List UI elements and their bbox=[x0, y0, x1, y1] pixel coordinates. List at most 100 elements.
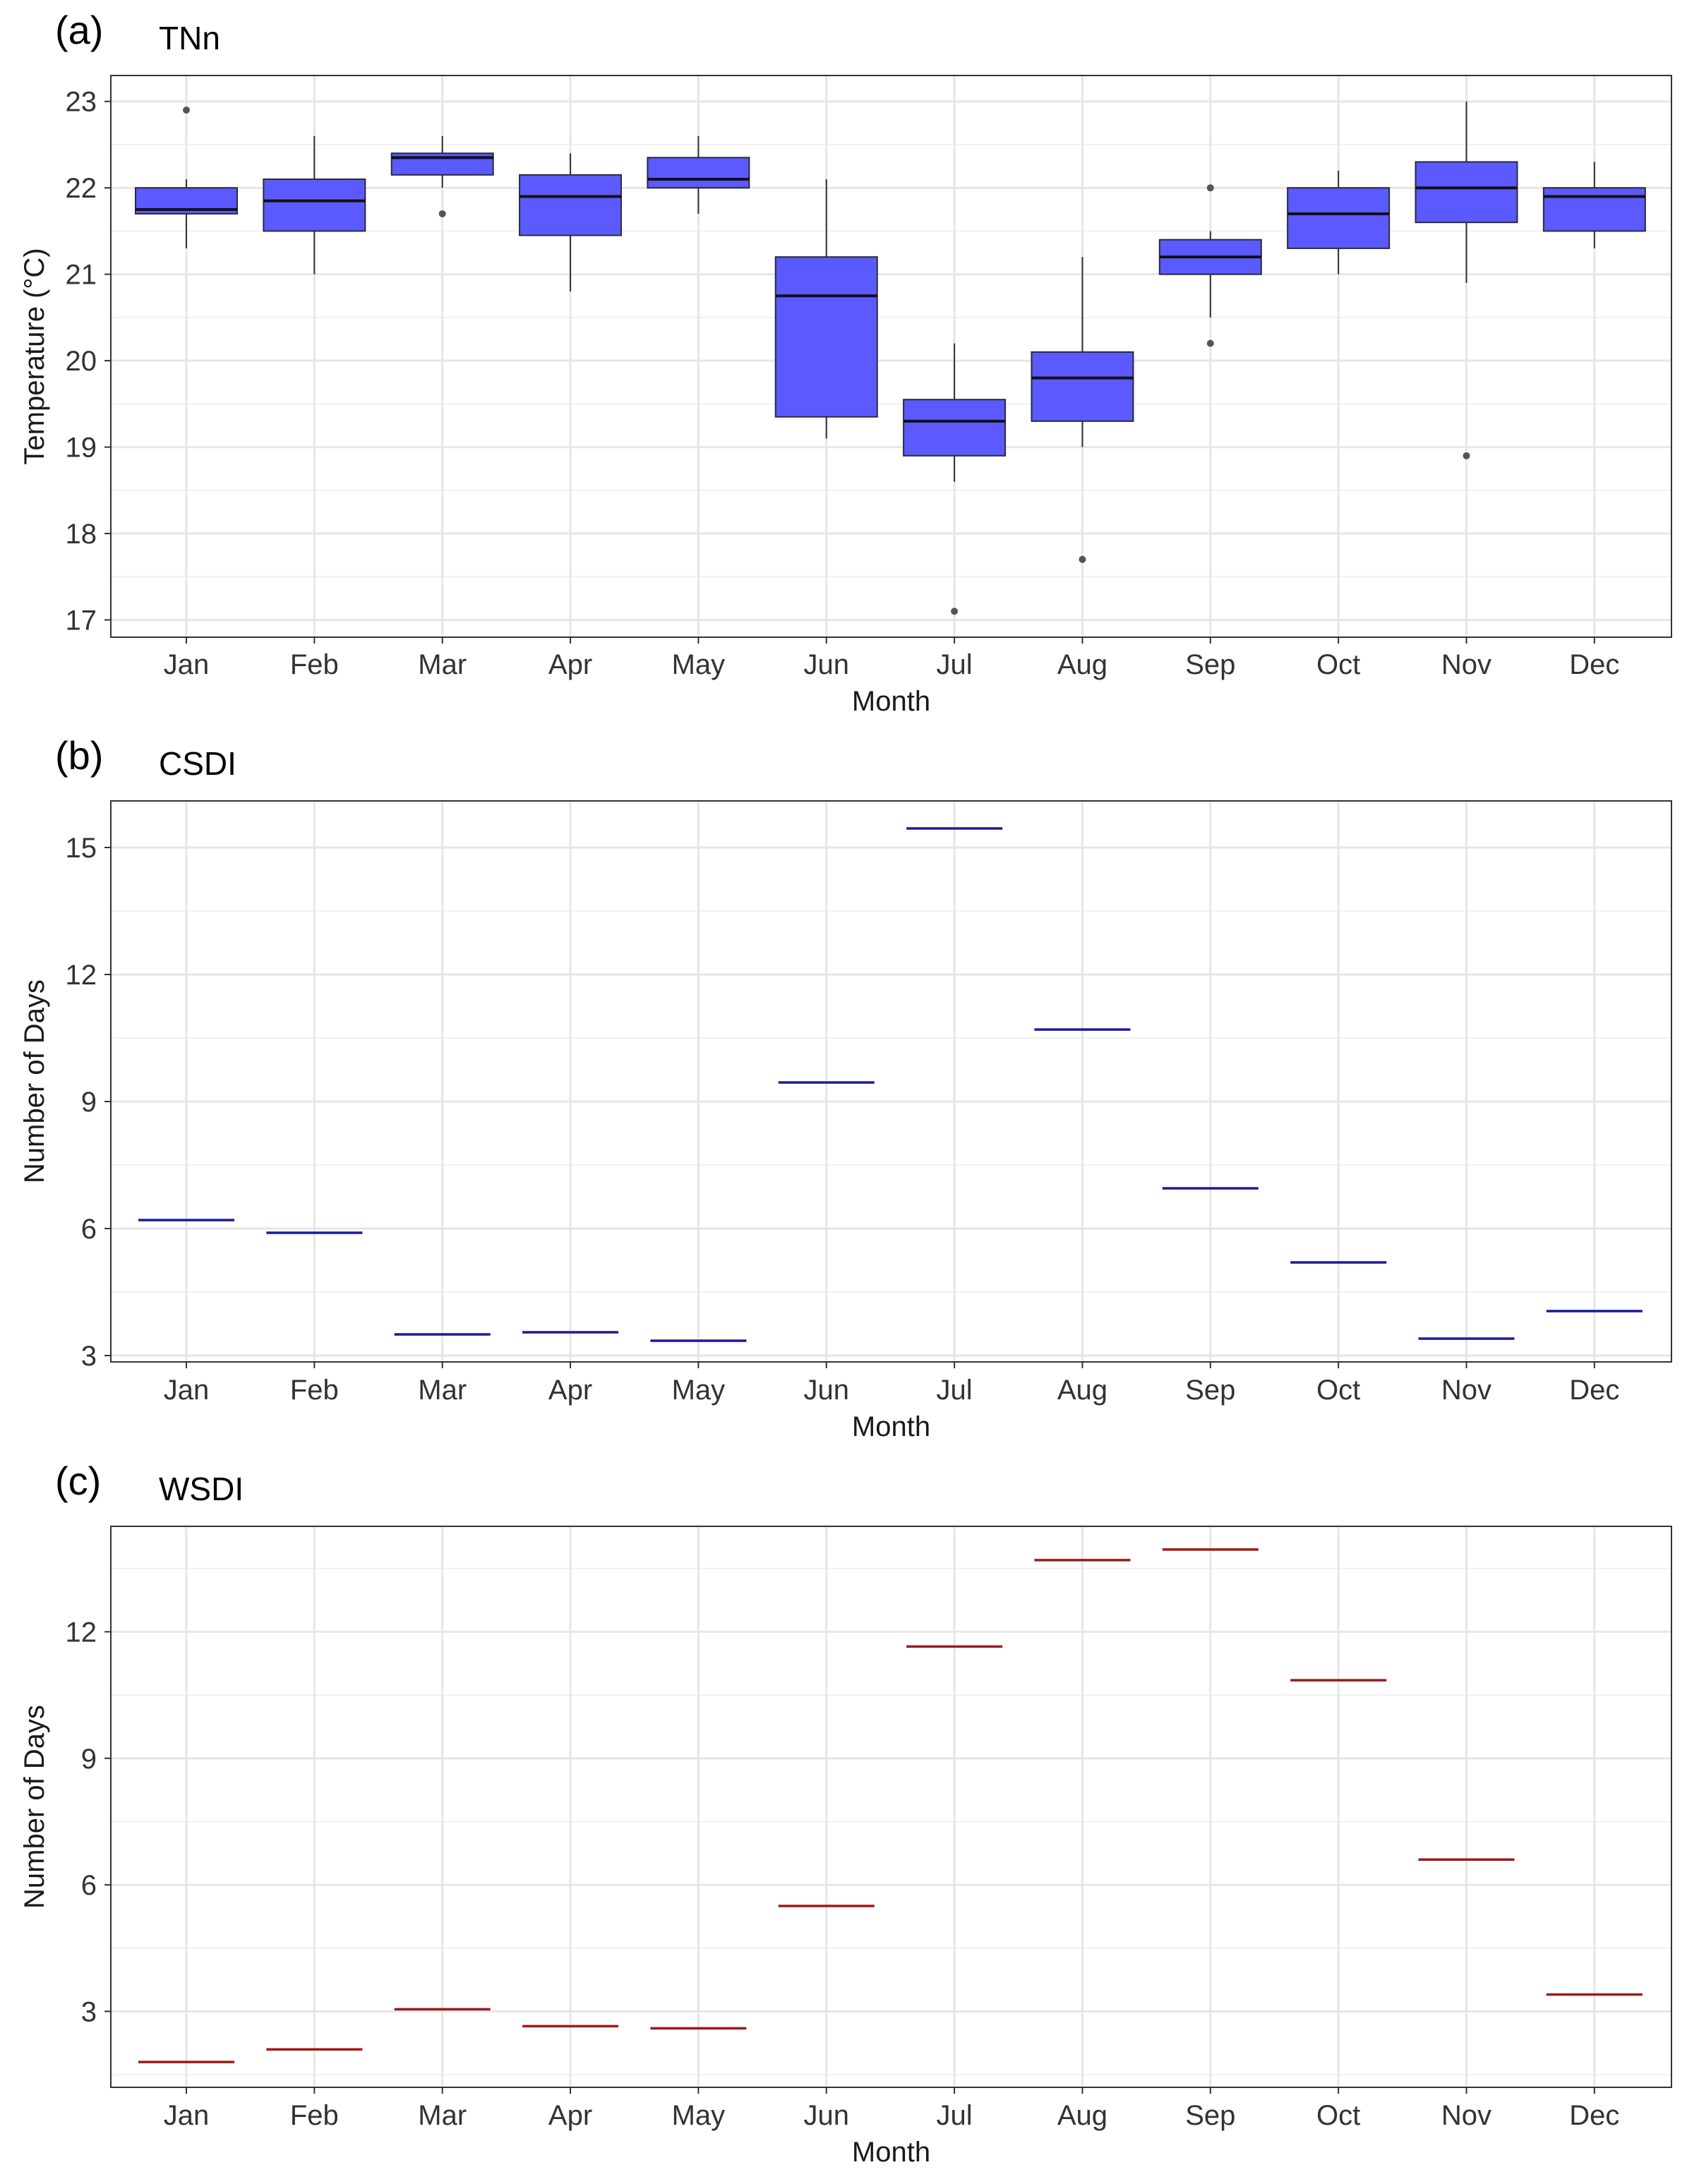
plot-area bbox=[111, 76, 1671, 637]
panel-tnn: (a) TNn 17 18 19 20 21 22 23 Jan Feb Mar Apr May Jun Ju… bbox=[19, 8, 1672, 717]
y-tick-label: 3 bbox=[81, 1996, 97, 2027]
x-tick-label: Nov bbox=[1441, 1375, 1491, 1406]
box-aug bbox=[1031, 257, 1134, 563]
x-tick-label: Nov bbox=[1441, 649, 1491, 680]
x-tick-label: Jun bbox=[804, 1375, 850, 1406]
x-tick-label: May bbox=[672, 1375, 726, 1406]
x-tick-label: Mar bbox=[418, 1375, 467, 1406]
x-tick-label: Jul bbox=[937, 649, 973, 680]
x-tick-label: Sep bbox=[1185, 2100, 1235, 2131]
panel-title: CSDI bbox=[159, 745, 236, 782]
x-tick-label: Sep bbox=[1185, 649, 1235, 680]
x-tick-label: Aug bbox=[1057, 649, 1107, 680]
box-jun bbox=[774, 179, 878, 439]
y-tick-label: 9 bbox=[81, 1744, 97, 1775]
x-axis-title: Month bbox=[852, 1411, 930, 1442]
box-nov bbox=[1415, 101, 1518, 459]
x-tick-label: Oct bbox=[1316, 649, 1360, 680]
y-tick-label: 18 bbox=[66, 519, 97, 550]
x-tick-label: May bbox=[672, 2100, 726, 2131]
box-body bbox=[1031, 351, 1134, 422]
y-tick-label: 6 bbox=[81, 1870, 97, 1901]
box-dec bbox=[1542, 162, 1646, 248]
outlier-point bbox=[1079, 555, 1086, 563]
panel-title: TNn bbox=[159, 20, 220, 56]
x-tick-label: Feb bbox=[290, 649, 339, 680]
outlier-point bbox=[1206, 339, 1214, 347]
y-axis-title: Number of Days bbox=[19, 979, 50, 1183]
box-jan bbox=[135, 106, 238, 248]
panel-title: WSDI bbox=[159, 1471, 244, 1507]
box-body bbox=[647, 157, 750, 189]
plot-frame bbox=[110, 75, 1672, 638]
box-feb bbox=[263, 135, 366, 274]
panel-label: (b) bbox=[55, 733, 103, 778]
box-body bbox=[903, 399, 1007, 457]
box-body bbox=[774, 256, 878, 418]
outlier-point bbox=[438, 210, 446, 217]
box-apr bbox=[519, 153, 623, 292]
x-tick-label: Jun bbox=[804, 2100, 850, 2131]
panel-wsdi: (c) WSDI 3 6 9 12 Jan Feb Mar Apr May Jun Jul Aug Sep O… bbox=[19, 1459, 1672, 2168]
x-tick-label: Jan bbox=[164, 649, 210, 680]
y-tick-label: 20 bbox=[66, 346, 97, 377]
x-tick-label: Apr bbox=[548, 1375, 592, 1406]
box-mar bbox=[390, 135, 494, 217]
x-tick-label: Aug bbox=[1057, 2100, 1107, 2131]
x-tick-label: May bbox=[672, 649, 726, 680]
plot-area bbox=[111, 801, 1671, 1362]
y-tick-label: 23 bbox=[66, 87, 97, 118]
outlier-point bbox=[951, 608, 959, 615]
x-tick-label: Jan bbox=[164, 1375, 210, 1406]
x-axis-title: Month bbox=[852, 2137, 930, 2168]
box-may bbox=[647, 135, 750, 214]
y-tick-label: 12 bbox=[66, 960, 97, 991]
x-tick-label: Dec bbox=[1569, 1375, 1619, 1406]
x-tick-label: Dec bbox=[1569, 649, 1619, 680]
plot-frame bbox=[110, 1526, 1672, 2088]
x-tick-label: Jun bbox=[804, 649, 850, 680]
x-tick-label: Jul bbox=[937, 1375, 973, 1406]
box-body bbox=[1542, 187, 1646, 232]
x-tick-label: Mar bbox=[418, 649, 467, 680]
box-sep bbox=[1158, 184, 1262, 347]
x-tick-label: Feb bbox=[290, 2100, 339, 2131]
outlier-point bbox=[1463, 452, 1470, 459]
outlier-point bbox=[1206, 184, 1214, 192]
panel-csdi: (b) CSDI 3 6 9 12 15 Jan Feb Mar Apr May Jun Jul Aug Se… bbox=[19, 733, 1672, 1442]
box-body bbox=[519, 174, 623, 236]
x-tick-label: Oct bbox=[1316, 1375, 1360, 1406]
x-tick-label: Aug bbox=[1057, 1375, 1107, 1406]
plot-area bbox=[111, 1526, 1671, 2087]
box-body bbox=[263, 178, 366, 232]
panel-label: (a) bbox=[55, 8, 103, 52]
plot-frame bbox=[110, 800, 1672, 1363]
x-tick-label: Oct bbox=[1316, 2100, 1360, 2131]
panel-label: (c) bbox=[55, 1459, 101, 1503]
y-tick-label: 15 bbox=[66, 833, 97, 864]
y-tick-label: 22 bbox=[66, 173, 97, 204]
y-tick-label: 3 bbox=[81, 1341, 97, 1372]
x-tick-label: Jan bbox=[164, 2100, 210, 2131]
y-tick-label: 12 bbox=[66, 1617, 97, 1648]
box-body bbox=[1415, 161, 1518, 224]
y-tick-label: 17 bbox=[66, 605, 97, 637]
x-tick-label: Apr bbox=[548, 2100, 592, 2131]
y-axis-title: Temperature (°C) bbox=[19, 248, 50, 464]
box-jul bbox=[903, 343, 1007, 615]
x-axis-title: Month bbox=[852, 686, 930, 717]
x-tick-label: Jul bbox=[937, 2100, 973, 2131]
y-tick-label: 9 bbox=[81, 1087, 97, 1118]
x-tick-label: Nov bbox=[1441, 2100, 1491, 2131]
outlier-point bbox=[183, 106, 190, 114]
box-oct bbox=[1287, 170, 1391, 274]
x-tick-label: Sep bbox=[1185, 1375, 1235, 1406]
box-body bbox=[1287, 187, 1391, 249]
x-tick-label: Mar bbox=[418, 2100, 467, 2131]
x-tick-label: Feb bbox=[290, 1375, 339, 1406]
y-axis-title: Number of Days bbox=[19, 1705, 50, 1909]
y-tick-label: 21 bbox=[66, 260, 97, 291]
y-tick-label: 19 bbox=[66, 433, 97, 464]
y-tick-label: 6 bbox=[81, 1214, 97, 1245]
